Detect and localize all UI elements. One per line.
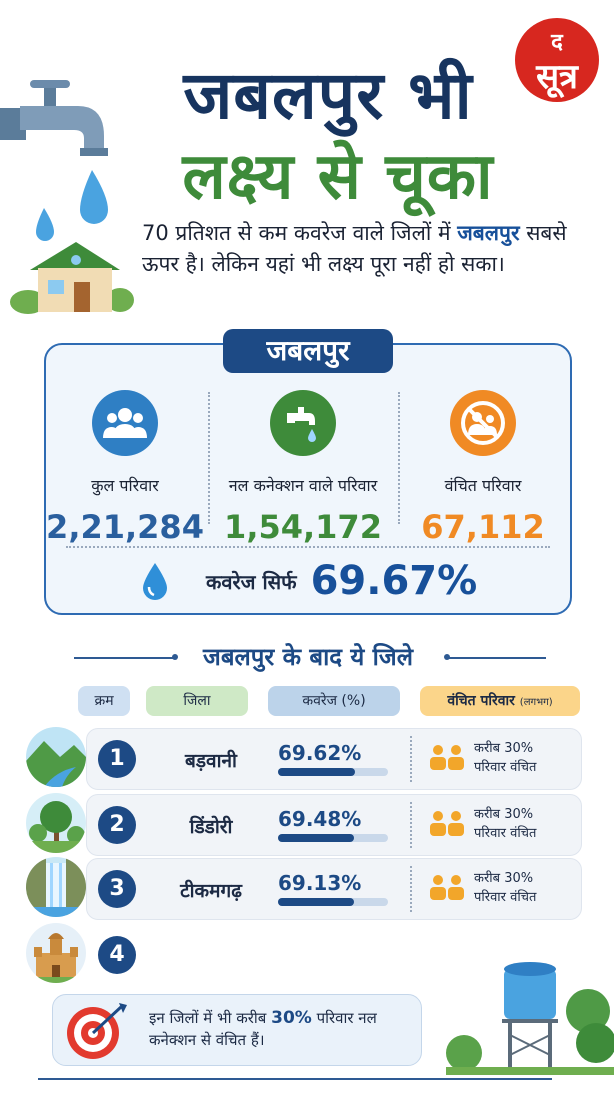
district-coverage: 69.48% (278, 807, 362, 831)
coverage-value: 69.67% (310, 558, 478, 604)
divider (398, 392, 400, 524)
family-icon (92, 390, 158, 456)
deprived-family-icon (450, 390, 516, 456)
water-drop-icon (143, 563, 167, 600)
people-icon (430, 811, 464, 836)
people-icon (430, 745, 464, 770)
section-title: जबलपुर के बाद ये जिले (203, 643, 413, 671)
deprived-text: करीब 30% परिवार वंचित (474, 805, 574, 843)
coverage-bar-fill (278, 898, 355, 906)
header-deprived-label: वंचित परिवार (447, 693, 515, 709)
intro-highlight: जबलपुर (457, 221, 520, 245)
table-row (86, 858, 582, 920)
district-name: टीकमगढ़ (180, 880, 242, 902)
card-divider (66, 546, 550, 548)
card-title: जबलपुर (223, 329, 393, 373)
district-name: डिंडोरी (189, 816, 233, 838)
deprived-line1: करीब 30% (474, 807, 534, 822)
note-text-after: परिवार नल कनेक्शन से वंचित हैं। (149, 1009, 377, 1049)
deprived-line1: करीब 30% (474, 741, 534, 756)
intro-text: 70 प्रतिशत से कम कवरेज वाले जिलों में जब… (142, 218, 582, 280)
stat-label: कुल परिवार (91, 476, 159, 495)
district-coverage: 69.13% (278, 871, 362, 895)
deprived-text: करीब 30% परिवार वंचित (474, 869, 574, 907)
rank-badge: 3 (98, 870, 136, 908)
coverage-bar-fill (278, 834, 355, 842)
stat-value: 67,112 (421, 508, 545, 546)
note-text-before: इन जिलों में भी करीब (149, 1009, 272, 1027)
note-highlight: 30% (271, 1008, 312, 1028)
coverage-label: कवरेज सिर्फ (206, 569, 297, 594)
intro-text-after: सबसे ऊपर है। लेकिन यहां भी लक्ष्य पूरा न… (142, 221, 567, 276)
logo-top-text: द (551, 30, 563, 55)
stat-value: 1,54,172 (224, 508, 382, 546)
table-row (86, 728, 582, 790)
rank-badge: 2 (98, 806, 136, 844)
note-text: इन जिलों में भी करीब 30% परिवार नल कनेक्… (149, 1007, 409, 1051)
coverage-bar (278, 834, 388, 842)
stat-label: वंचित परिवार (444, 476, 522, 495)
river-landscape-icon (26, 727, 86, 787)
the-sootr-logo: द सूत्र (515, 18, 599, 102)
header-deprived: वंचित परिवार (लगभग) (420, 686, 580, 716)
divider (410, 866, 412, 912)
water-tank-illustration (446, 962, 614, 1075)
section-line-left (74, 657, 174, 659)
district-coverage: 69.62% (278, 741, 362, 765)
district-name: बड़वानी (185, 750, 237, 772)
divider (410, 736, 412, 782)
fort-icon (26, 923, 86, 983)
people-icon (430, 875, 464, 900)
stat-deprived-families: वंचित परिवार 67,112 (398, 390, 568, 546)
coverage-summary: कवरेज सिर्फ 69.67% (140, 558, 500, 604)
title-line-1: जबलपुर भी (183, 57, 473, 134)
intro-text-before: 70 प्रतिशत से कम कवरेज वाले जिलों में (142, 221, 458, 245)
table-row (86, 794, 582, 856)
header-rank: क्रम (78, 686, 130, 716)
deprived-line2: परिवार वंचित (474, 760, 537, 775)
tree-landscape-icon (26, 793, 86, 853)
summary-note: इन जिलों में भी करीब 30% परिवार नल कनेक्… (52, 994, 422, 1066)
coverage-bar (278, 898, 388, 906)
stat-value: 2,21,284 (46, 508, 204, 546)
deprived-line2: परिवार वंचित (474, 890, 537, 905)
deprived-line2: परिवार वंचित (474, 826, 537, 841)
bottom-rule (38, 1078, 552, 1080)
rank-badge: 4 (98, 936, 136, 974)
target-icon (67, 1003, 127, 1059)
faucet-illustration (0, 80, 108, 241)
section-dot (172, 654, 178, 660)
house-illustration (10, 242, 134, 314)
stat-label: नल कनेक्शन वाले परिवार (228, 476, 378, 495)
header-coverage: कवरेज (%) (268, 686, 400, 716)
coverage-bar-fill (278, 768, 355, 776)
logo-bottom-text: सूत्र (536, 57, 578, 97)
tap-icon (270, 390, 336, 456)
rank-badge: 1 (98, 740, 136, 778)
divider (410, 802, 412, 848)
deprived-line1: करीब 30% (474, 871, 534, 886)
deprived-text: करीब 30% परिवार वंचित (474, 739, 574, 777)
header-district: जिला (146, 686, 248, 716)
divider (208, 392, 210, 524)
waterfall-icon (26, 857, 86, 917)
section-line-right (446, 657, 546, 659)
stat-total-families: कुल परिवार 2,21,284 (40, 390, 210, 546)
title-line-2: लक्ष्य से चूका (182, 140, 494, 214)
stat-connected-families: नल कनेक्शन वाले परिवार 1,54,172 (218, 390, 388, 546)
coverage-bar (278, 768, 388, 776)
header-deprived-sub: (लगभग) (519, 697, 553, 708)
